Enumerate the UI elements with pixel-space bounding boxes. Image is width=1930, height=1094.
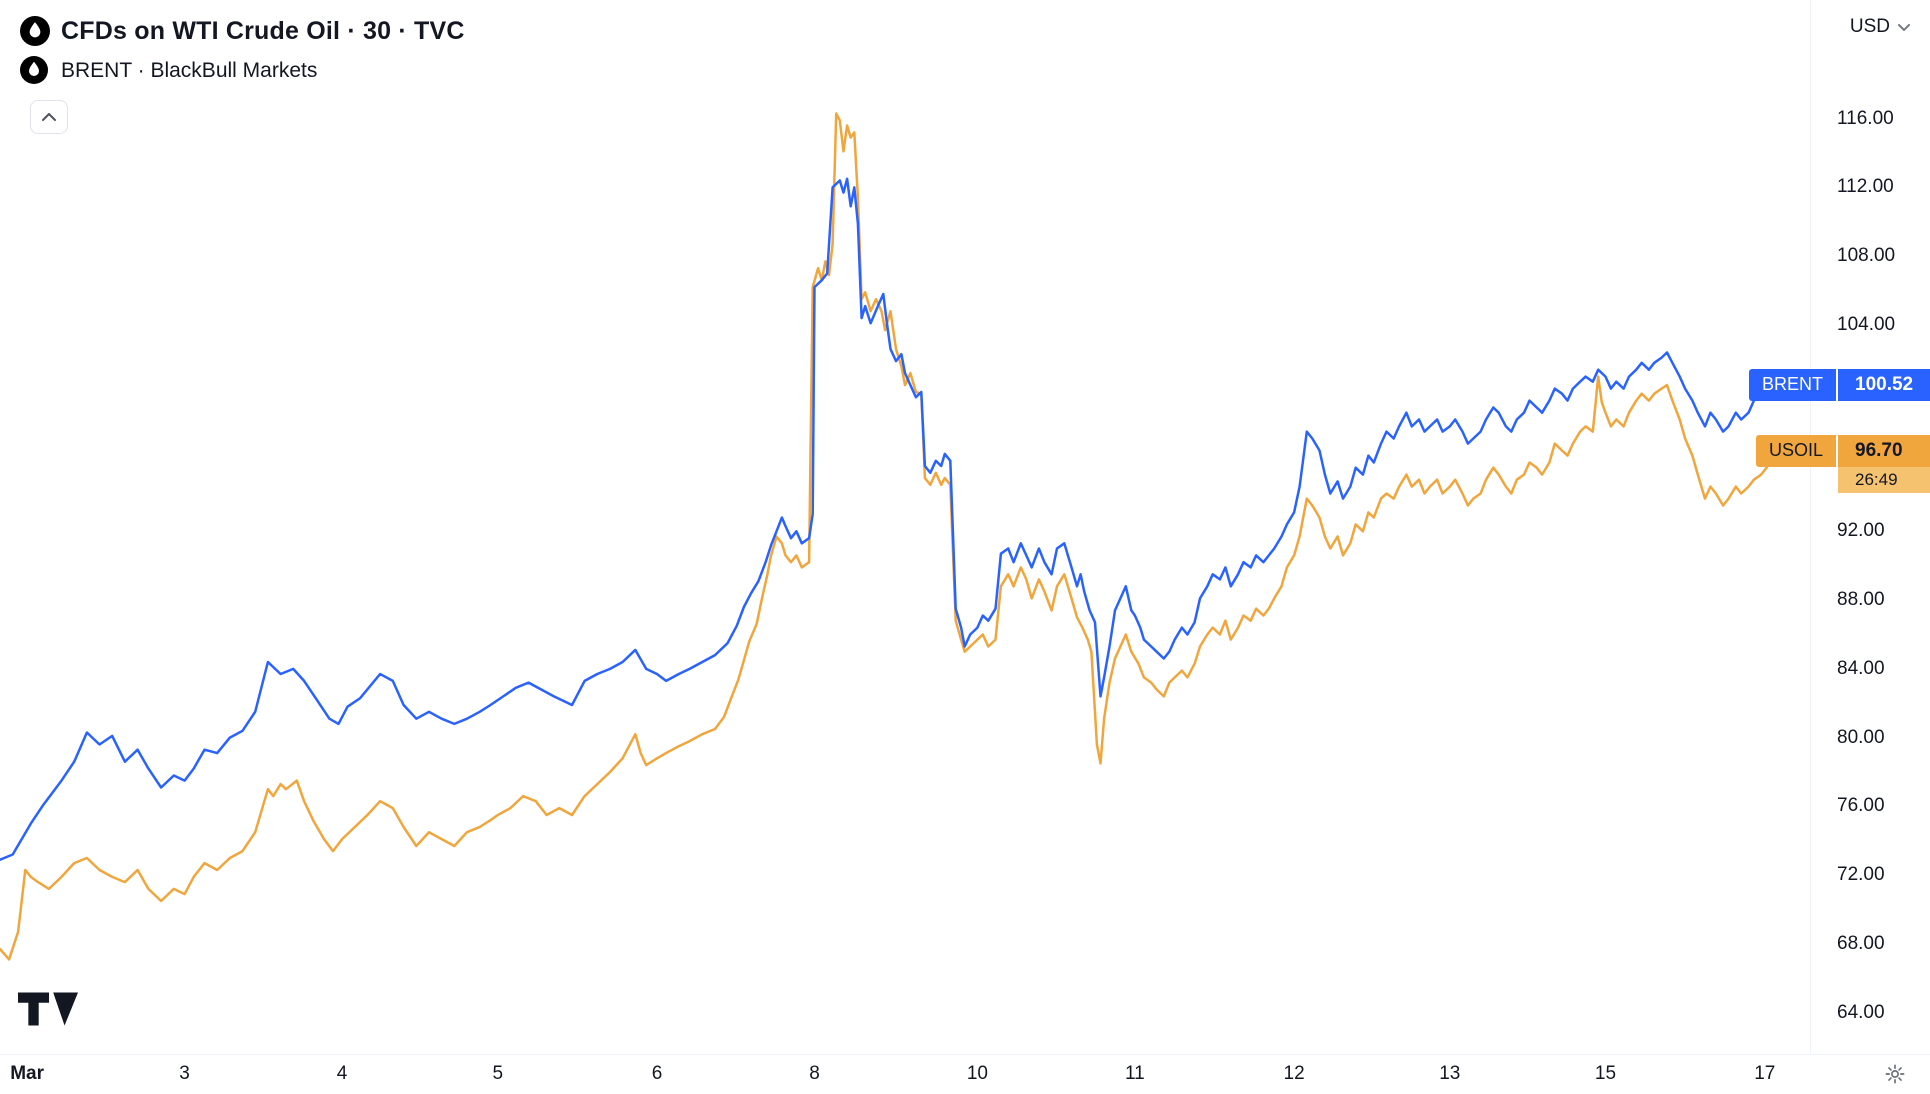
price-axis-label: 72.00 (1837, 864, 1885, 886)
time-axis-label: 4 (336, 1063, 348, 1084)
time-axis-label: 11 (1125, 1063, 1145, 1084)
compare-series-title: BRENT · BlackBull Markets (61, 59, 318, 82)
usoil-price-badge: USOIL 96.70 (1755, 434, 1930, 467)
oil-drop-symbol-icon (20, 56, 50, 86)
price-chart-plot[interactable] (0, 0, 1810, 1054)
time-axis-label: Mar (10, 1063, 44, 1084)
brent-price-badge: BRENT 100.52 (1748, 368, 1930, 401)
brent-badge-label: BRENT (1748, 368, 1836, 401)
legend-main-series[interactable]: CFDs on WTI Crude Oil · 30 · TVC (20, 12, 465, 50)
oil-drop-symbol-icon (20, 16, 50, 46)
price-axis-label: 84.00 (1837, 657, 1885, 679)
price-axis-label: 68.00 (1837, 933, 1885, 954)
time-axis-label: 10 (966, 1063, 988, 1084)
price-axis-label: 64.00 (1837, 1001, 1885, 1023)
bar-close-countdown: 26:49 (1838, 466, 1930, 493)
price-axis-label: 88.00 (1837, 589, 1885, 611)
time-axis-label: 15 (1594, 1063, 1617, 1084)
series-line-brent (0, 177, 1777, 861)
chevron-up-icon (42, 113, 56, 121)
legend-compare-series[interactable]: BRENT · BlackBull Markets (20, 54, 465, 88)
price-axis-label: 116.00 (1837, 107, 1894, 129)
time-axis-label: 8 (809, 1063, 820, 1084)
brent-badge-price: 100.52 (1838, 368, 1930, 401)
time-axis-label: 5 (492, 1063, 504, 1084)
time-axis-label: 3 (179, 1063, 190, 1084)
gear-icon[interactable] (1884, 1063, 1906, 1085)
series-line-usoil (0, 112, 1777, 961)
price-axis-label: 108.00 (1837, 245, 1896, 267)
price-axis-label: 80.00 (1837, 726, 1885, 748)
price-axis-label: 104.00 (1837, 314, 1896, 335)
chart-legend: CFDs on WTI Crude Oil · 30 · TVC BRENT ·… (20, 12, 465, 134)
time-axis-label: 13 (1439, 1063, 1461, 1084)
usoil-badge-label: USOIL (1755, 434, 1836, 467)
time-axis[interactable]: Mar 3 4 5 6 8 10 11 12 13 15 17 (0, 1054, 1930, 1094)
price-axis[interactable]: USD 116.00112.00108.00104.00100.0096.009… (1810, 0, 1930, 1054)
tradingview-logo[interactable] (18, 992, 78, 1026)
time-axis-label: 12 (1283, 1063, 1305, 1084)
time-axis-label: 6 (651, 1063, 663, 1084)
price-axis-label: 76.00 (1837, 795, 1885, 817)
main-series-title: CFDs on WTI Crude Oil · 30 · TVC (61, 16, 465, 45)
usoil-badge-price: 96.70 (1838, 434, 1930, 467)
currency-label: USD (1849, 16, 1890, 37)
collapse-legend-button[interactable] (30, 100, 68, 134)
price-axis-label: 92.00 (1837, 520, 1885, 542)
currency-selector[interactable]: USD (1850, 16, 1910, 38)
chevron-down-icon (1898, 23, 1910, 31)
time-axis-label: 17 (1754, 1063, 1776, 1084)
price-axis-label: 112.00 (1837, 176, 1894, 198)
